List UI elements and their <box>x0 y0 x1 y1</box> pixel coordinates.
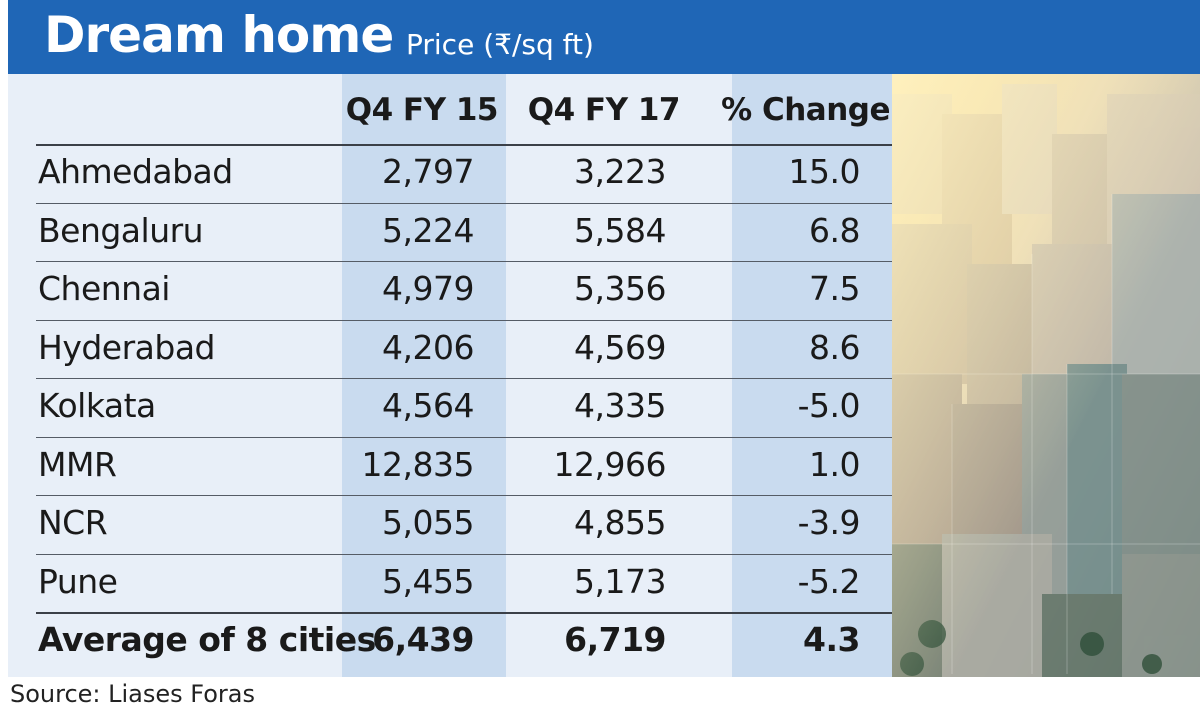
table-row: Kolkata 4,564 4,335 -5.0 <box>8 378 892 436</box>
city-name-cell: NCR <box>38 503 108 542</box>
table-row: Hyderabad 4,206 4,569 8.6 <box>8 320 892 378</box>
q4fy17-value-cell: 4,855 <box>574 503 666 542</box>
percent-change-cell: 8.6 <box>809 327 860 367</box>
percent-change-cell: 7.5 <box>809 269 860 308</box>
column-header-change: % Change <box>721 92 890 128</box>
table-header-row: Q4 FY 15 Q4 FY 17 % Change <box>8 74 892 144</box>
table-row: Bengaluru 5,224 5,584 6.8 <box>8 203 892 261</box>
chart-subtitle: Price (₹/sq ft) <box>406 28 594 61</box>
chart-title: Dream home <box>44 6 394 64</box>
q4fy17-value-cell: 6,719 <box>564 620 666 659</box>
row-divider <box>36 495 892 496</box>
city-name-cell: Kolkata <box>38 386 156 425</box>
q4fy17-value-cell: 4,335 <box>574 386 666 425</box>
table-row: Pune 5,455 5,173 -5.2 <box>8 554 892 612</box>
q4fy15-value-cell: 4,564 <box>382 386 474 425</box>
q4fy15-value-cell: 4,206 <box>382 327 474 367</box>
q4fy15-value-cell: 12,835 <box>361 444 475 484</box>
city-name-cell: Hyderabad <box>38 327 216 367</box>
q4fy17-value-cell: 5,356 <box>574 269 666 308</box>
q4fy15-value-cell: 5,455 <box>382 561 474 601</box>
table-row-average: Average of 8 cities 6,439 6,719 4.3 <box>8 612 892 670</box>
row-divider <box>36 612 892 614</box>
column-header-q4fy15: Q4 FY 15 <box>345 92 499 128</box>
percent-change-cell: -5.2 <box>797 561 861 601</box>
city-skyline-graphic <box>892 74 1200 677</box>
city-name-cell: Chennai <box>38 269 170 308</box>
q4fy15-value-cell: 5,224 <box>382 210 474 250</box>
city-name-cell: Pune <box>38 561 118 601</box>
row-divider <box>36 436 892 438</box>
city-name-cell: Average of 8 cities <box>38 620 376 659</box>
column-band-change <box>732 74 892 677</box>
row-divider <box>36 202 892 204</box>
percent-change-cell: 1.0 <box>809 444 860 484</box>
city-name-cell: Ahmedabad <box>38 152 233 191</box>
city-skyline-photo <box>892 74 1200 677</box>
table-row: MMR 12,835 12,966 1.0 <box>8 437 892 495</box>
q4fy17-value-cell: 5,173 <box>574 561 666 601</box>
column-header-q4fy17: Q4 FY 17 <box>527 92 681 128</box>
q4fy17-value-cell: 12,966 <box>553 444 667 484</box>
source-note: Source: Liases Foras <box>10 680 256 708</box>
q4fy17-value-cell: 3,223 <box>574 152 666 191</box>
price-table: Q4 FY 15 Q4 FY 17 % Change Ahmedabad 2,79… <box>8 74 892 677</box>
header-divider <box>36 144 892 146</box>
q4fy17-value-cell: 4,569 <box>574 327 666 367</box>
table-row: Ahmedabad 2,797 3,223 15.0 <box>8 144 892 202</box>
title-bar: Dream home Price (₹/sq ft) <box>8 0 1200 74</box>
row-divider <box>36 319 892 321</box>
q4fy15-value-cell: 6,439 <box>372 620 474 659</box>
row-divider <box>36 261 892 262</box>
table-row: NCR 5,055 4,855 -3.9 <box>8 495 892 553</box>
percent-change-cell: -5.0 <box>797 386 861 425</box>
percent-change-cell: 4.3 <box>803 620 860 659</box>
city-name-cell: Bengaluru <box>38 210 204 250</box>
column-band-q4fy15 <box>342 74 506 677</box>
q4fy15-value-cell: 4,979 <box>382 269 474 308</box>
city-name-cell: MMR <box>38 444 117 484</box>
q4fy15-value-cell: 2,797 <box>382 152 474 191</box>
percent-change-cell: -3.9 <box>797 503 861 542</box>
row-divider <box>36 553 892 555</box>
row-divider <box>36 378 892 379</box>
percent-change-cell: 15.0 <box>788 152 861 191</box>
percent-change-cell: 6.8 <box>809 210 860 250</box>
q4fy17-value-cell: 5,584 <box>574 210 666 250</box>
table-row: Chennai 4,979 5,356 7.5 <box>8 261 892 319</box>
q4fy15-value-cell: 5,055 <box>382 503 474 542</box>
